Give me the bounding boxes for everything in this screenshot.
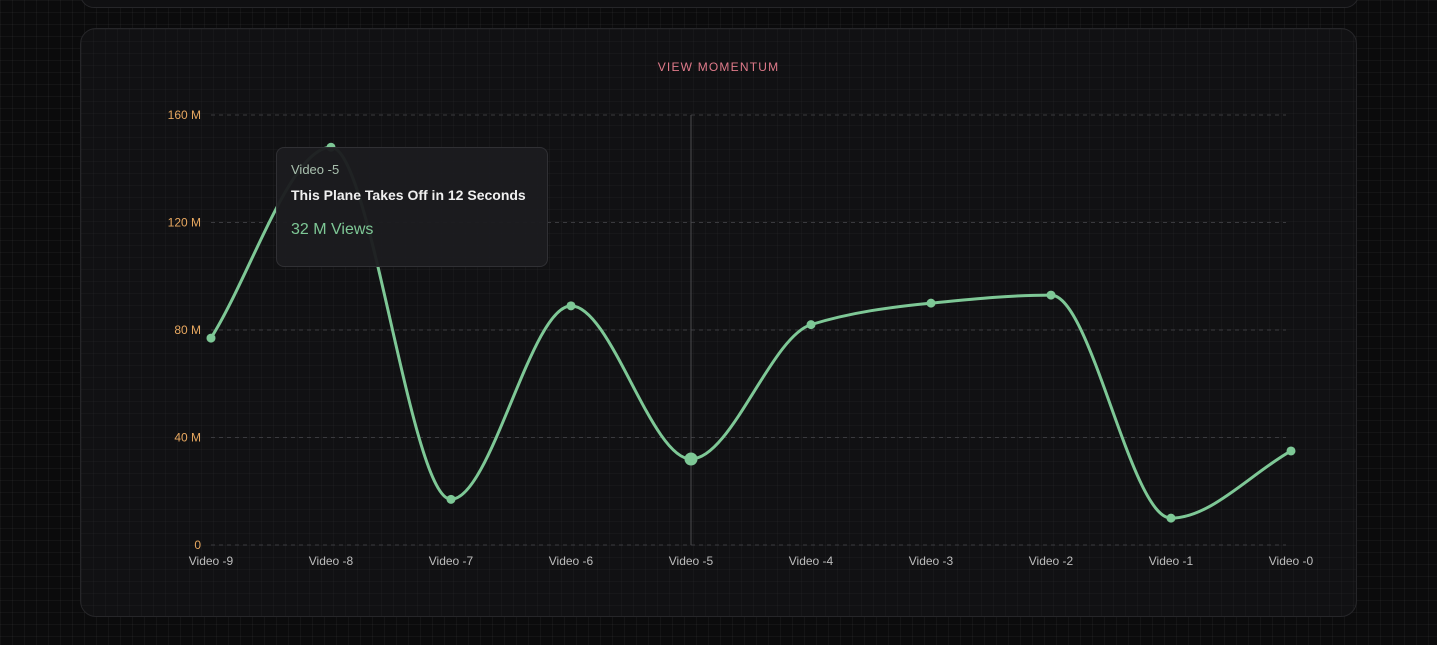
x-tick-label: Video -8 [309,554,354,568]
chart-title: VIEW MOMENTUM [657,60,780,74]
data-point[interactable] [206,333,216,343]
x-tick-label: Video -5 [669,554,714,568]
y-tick-label: 40 M [174,431,201,445]
x-tick-label: Video -6 [549,554,594,568]
y-tick-label: 160 M [168,108,201,122]
x-tick-label: Video -1 [1149,554,1194,568]
data-point[interactable] [446,494,456,504]
y-tick-label: 80 M [174,323,201,337]
line-chart[interactable]: 0 40 M 80 M 120 M 160 M Video -9 Video -8 Video… [81,29,1358,618]
highlighted-data-point[interactable] [684,452,698,466]
y-tick-label: 120 M [168,216,201,230]
x-tick-label: Video -9 [189,554,234,568]
y-tick-label: 0 [194,538,201,552]
data-point[interactable] [566,301,576,311]
view-momentum-card: VIEW MOMENTUM 0 40 M 80 M 120 M 160 M Video -… [80,28,1357,617]
data-point[interactable] [1166,513,1176,523]
tooltip-value: 32 M Views [291,221,374,238]
x-tick-label: Video -7 [429,554,474,568]
data-point[interactable] [806,320,816,330]
data-point[interactable] [1046,290,1056,300]
previous-card [80,0,1359,8]
tooltip-title: This Plane Takes Off in 12 Seconds [291,187,526,203]
chart-tooltip: Video -5 This Plane Takes Off in 12 Seco… [276,147,548,267]
x-tick-label: Video -3 [909,554,954,568]
tooltip-label: Video -5 [291,162,340,177]
data-point[interactable] [1286,446,1296,456]
x-tick-label: Video -2 [1029,554,1074,568]
data-point[interactable] [926,298,936,308]
x-tick-label: Video -4 [789,554,834,568]
x-tick-label: Video -0 [1269,554,1314,568]
